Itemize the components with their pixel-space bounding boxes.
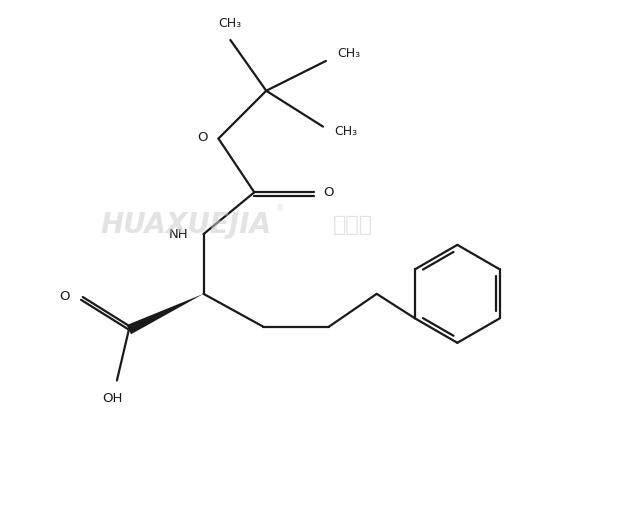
Text: ®: ® bbox=[276, 204, 284, 213]
Text: CH₃: CH₃ bbox=[337, 47, 360, 60]
Text: O: O bbox=[324, 186, 334, 199]
Text: O: O bbox=[60, 291, 70, 303]
Text: OH: OH bbox=[102, 392, 122, 405]
Text: CH₃: CH₃ bbox=[218, 17, 242, 30]
Polygon shape bbox=[127, 294, 204, 334]
Text: 化学加: 化学加 bbox=[333, 215, 373, 235]
Text: HUAXUEJIA: HUAXUEJIA bbox=[100, 211, 271, 239]
Text: CH₃: CH₃ bbox=[334, 125, 357, 138]
Text: NH: NH bbox=[169, 228, 188, 240]
Text: O: O bbox=[197, 131, 207, 144]
